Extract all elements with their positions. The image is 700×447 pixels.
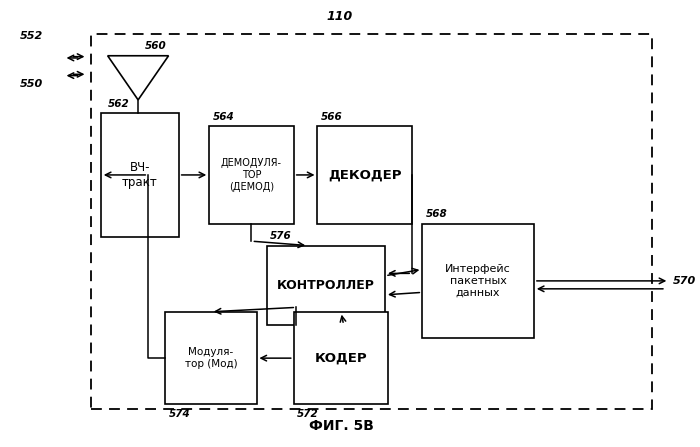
Text: 576: 576 <box>270 231 292 241</box>
Bar <box>165 312 256 405</box>
Bar <box>209 127 294 224</box>
Text: 570: 570 <box>673 276 696 286</box>
Text: КОДЕР: КОДЕР <box>315 352 368 365</box>
Bar <box>91 34 652 409</box>
Text: 552: 552 <box>20 31 43 41</box>
Text: Интерфейс
пакетных
данных: Интерфейс пакетных данных <box>445 264 511 298</box>
Text: ФИГ. 5В: ФИГ. 5В <box>309 419 374 433</box>
Bar <box>294 312 389 405</box>
Text: 550: 550 <box>20 80 43 89</box>
Bar <box>317 127 412 224</box>
Text: 562: 562 <box>108 99 130 109</box>
Text: 566: 566 <box>321 112 342 122</box>
Bar <box>422 224 534 338</box>
Bar <box>101 113 178 237</box>
Bar <box>267 245 385 325</box>
Text: 564: 564 <box>213 112 234 122</box>
Text: ДЕМОДУЛЯ-
ТОР
(ДЕМОД): ДЕМОДУЛЯ- ТОР (ДЕМОД) <box>221 158 282 192</box>
Text: ДЕКОДЕР: ДЕКОДЕР <box>328 169 402 181</box>
Text: ВЧ-
тракт: ВЧ- тракт <box>122 161 158 189</box>
Text: КОНТРОЛЛЕР: КОНТРОЛЛЕР <box>277 279 374 292</box>
Text: 572: 572 <box>297 409 319 419</box>
Text: 560: 560 <box>145 41 167 51</box>
Text: Модуля-
тор (Мод): Модуля- тор (Мод) <box>185 347 237 369</box>
Text: 110: 110 <box>327 10 353 23</box>
Text: 574: 574 <box>169 409 190 419</box>
Text: 568: 568 <box>426 209 447 219</box>
